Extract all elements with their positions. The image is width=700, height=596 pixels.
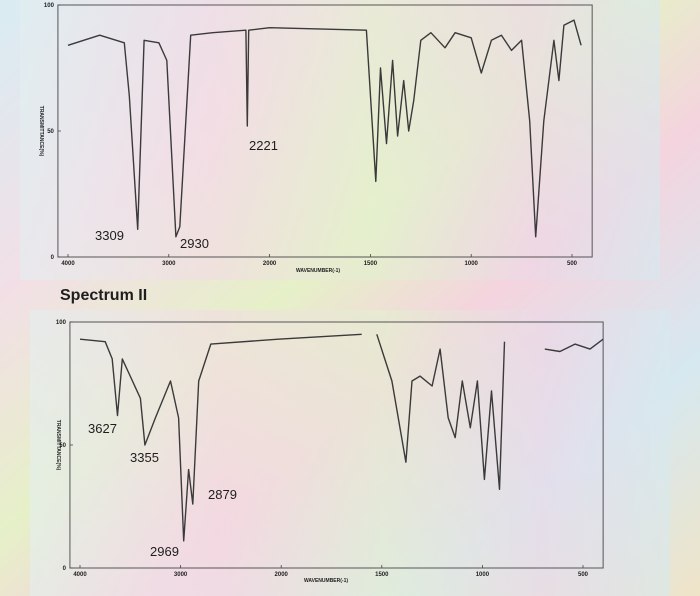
x-tick-label: 3000 xyxy=(174,572,188,578)
x-tick-label: 1000 xyxy=(476,572,490,578)
y-tick-label: 0 xyxy=(51,255,55,261)
x-axis-label: WAVENUMBER(-1) xyxy=(304,578,348,584)
x-tick-label: 1500 xyxy=(364,261,378,267)
x-axis-label: WAVENUMBER(-1) xyxy=(296,268,340,274)
spectrum-line xyxy=(79,333,604,542)
x-tick-label: 4000 xyxy=(61,261,75,267)
x-tick-label: 1500 xyxy=(375,572,389,578)
peak-annotation: 3309 xyxy=(95,228,124,243)
peak-annotation: 3627 xyxy=(88,421,117,436)
paper-bottom xyxy=(30,310,670,596)
y-tick-label: 50 xyxy=(47,129,54,135)
x-tick-label: 2000 xyxy=(275,572,289,578)
x-tick-label: 500 xyxy=(567,261,578,267)
peak-annotation: 2930 xyxy=(180,236,209,251)
chart-title: Spectrum II xyxy=(60,287,147,304)
y-axis-label: TRANSMITTANCE(%) xyxy=(55,420,61,471)
x-tick-label: 3000 xyxy=(162,261,176,267)
peak-annotation: 3355 xyxy=(130,450,159,465)
x-tick-label: 4000 xyxy=(73,572,87,578)
peak-annotation: 2879 xyxy=(208,487,237,502)
x-tick-label: 500 xyxy=(578,572,589,578)
peak-annotation: 2221 xyxy=(249,138,278,153)
peak-annotation: 2969 xyxy=(150,544,179,559)
y-tick-label: 50 xyxy=(59,443,66,449)
spectrum-line xyxy=(67,19,582,238)
y-tick-label: 0 xyxy=(63,566,67,572)
x-tick-label: 1000 xyxy=(465,261,479,267)
y-axis-label: TRANSMITTANCE(%) xyxy=(38,106,44,157)
y-tick-label: 100 xyxy=(44,3,55,9)
x-tick-label: 2000 xyxy=(263,261,277,267)
y-tick-label: 100 xyxy=(56,320,67,326)
